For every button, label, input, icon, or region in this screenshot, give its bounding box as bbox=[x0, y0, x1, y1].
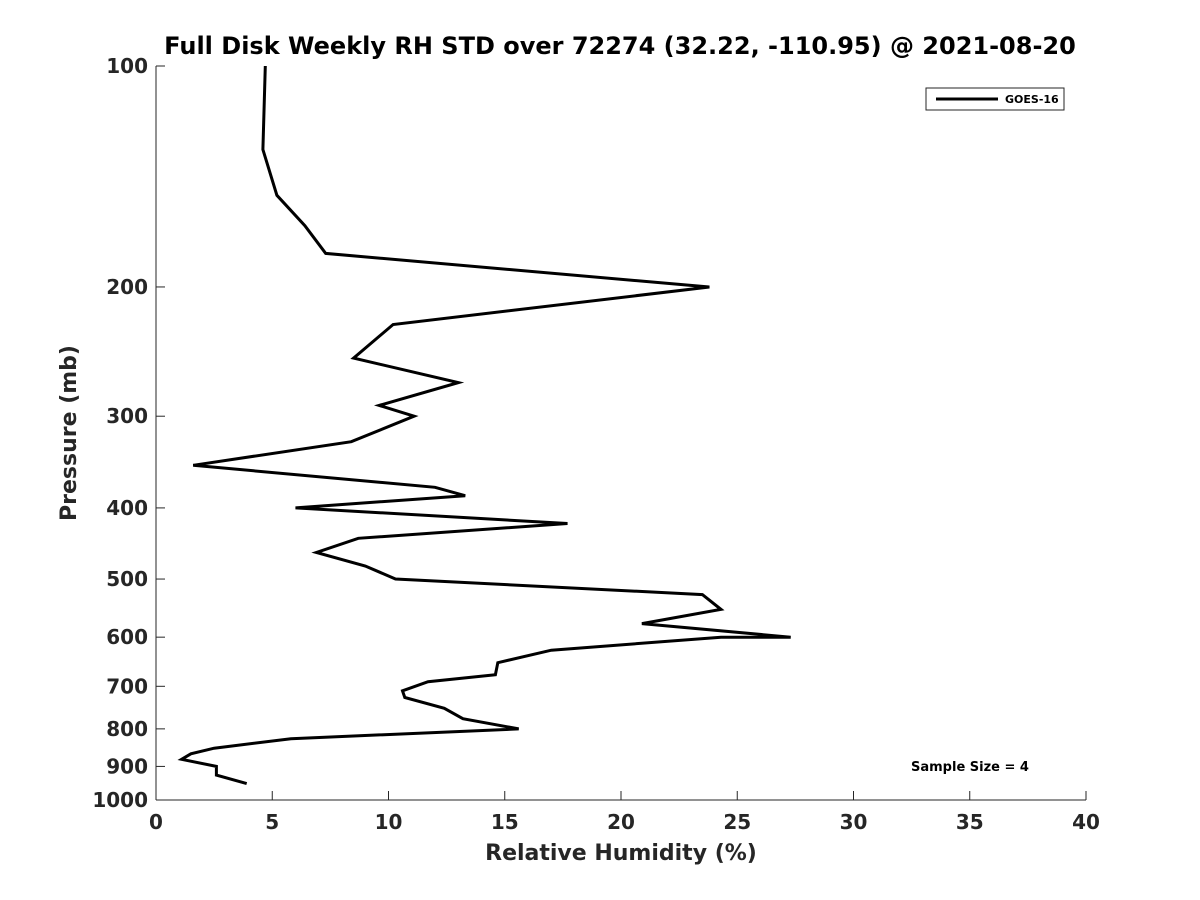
y-tick-label: 100 bbox=[106, 54, 148, 78]
x-tick-label: 15 bbox=[491, 810, 519, 834]
y-axis-label: Pressure (mb) bbox=[57, 345, 82, 521]
y-tick-label: 400 bbox=[106, 496, 148, 520]
x-axis-label: Relative Humidity (%) bbox=[485, 841, 757, 866]
sample-size-annotation: Sample Size = 4 bbox=[911, 760, 1029, 775]
x-tick-label: 30 bbox=[840, 810, 868, 834]
y-tick-label: 200 bbox=[106, 275, 148, 299]
chart-title: Full Disk Weekly RH STD over 72274 (32.2… bbox=[164, 32, 1076, 60]
legend-label-goes-16: GOES-16 bbox=[1005, 93, 1059, 106]
x-tick-label: 25 bbox=[723, 810, 751, 834]
y-tick-label: 300 bbox=[106, 404, 148, 428]
y-tick-label: 700 bbox=[106, 674, 148, 698]
plot-area bbox=[155, 66, 1086, 801]
x-tick-label: 40 bbox=[1072, 810, 1100, 834]
x-tick-label: 35 bbox=[956, 810, 984, 834]
series-layer bbox=[177, 65, 791, 786]
y-tick-label: 900 bbox=[106, 754, 148, 778]
x-axis-ticks: 0 5 10 15 20 25 30 35 40 bbox=[149, 791, 1100, 834]
x-tick-label: 5 bbox=[265, 810, 279, 834]
x-tick-label: 20 bbox=[607, 810, 635, 834]
y-tick-label: 600 bbox=[106, 625, 148, 649]
x-tick-label: 0 bbox=[149, 810, 163, 834]
y-tick-label: 1000 bbox=[92, 788, 148, 812]
series-line-goes-16 bbox=[177, 65, 791, 786]
y-axis-ticks: 100 200 300 400 500 600 700 800 900 1000 bbox=[92, 54, 165, 812]
legend: GOES-16 bbox=[925, 87, 1065, 111]
x-tick-label: 10 bbox=[375, 810, 403, 834]
y-tick-label: 800 bbox=[106, 717, 148, 741]
y-tick-label: 500 bbox=[106, 567, 148, 591]
